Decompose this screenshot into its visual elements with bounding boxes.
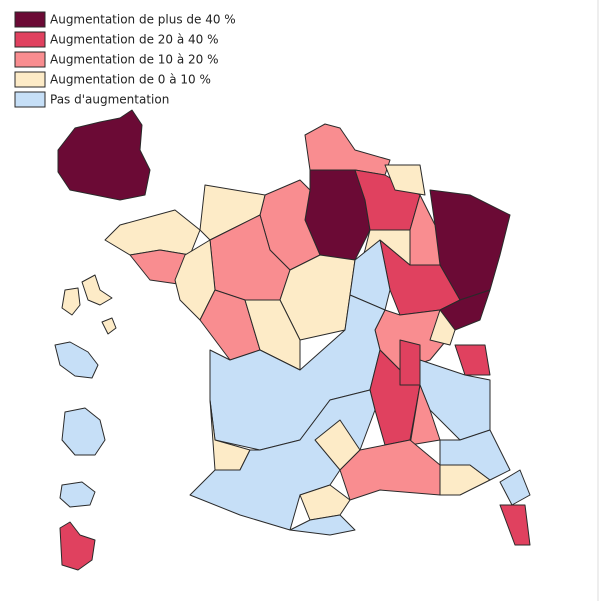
department — [499, 469, 531, 506]
department — [59, 521, 96, 571]
legend-swatch — [14, 71, 46, 88]
department — [101, 317, 117, 335]
department — [61, 407, 106, 456]
department — [439, 289, 491, 331]
department — [209, 294, 386, 451]
department — [454, 344, 491, 376]
department — [439, 429, 511, 481]
department — [104, 209, 201, 256]
department — [289, 514, 356, 536]
legend-label: Augmentation de 20 à 40 % — [50, 33, 219, 47]
department — [81, 274, 113, 306]
department — [399, 339, 421, 386]
department — [304, 123, 391, 176]
department — [499, 504, 531, 546]
department — [384, 164, 426, 196]
department — [54, 341, 99, 379]
legend-swatch — [14, 11, 46, 28]
department — [189, 389, 376, 531]
legend-swatch — [14, 51, 46, 68]
department — [61, 287, 81, 316]
legend-label: Pas d'augmentation — [50, 93, 169, 107]
department — [299, 484, 351, 521]
department — [429, 309, 456, 346]
legend-label: Augmentation de 0 à 10 % — [50, 73, 211, 87]
legend-swatch — [14, 91, 46, 108]
department — [349, 239, 391, 311]
legend-swatch — [14, 31, 46, 48]
legend-label: Augmentation de plus de 40 % — [50, 13, 236, 27]
department — [59, 481, 96, 508]
department — [57, 109, 151, 201]
department — [244, 299, 301, 371]
legend-label: Augmentation de 10 à 20 % — [50, 53, 219, 67]
